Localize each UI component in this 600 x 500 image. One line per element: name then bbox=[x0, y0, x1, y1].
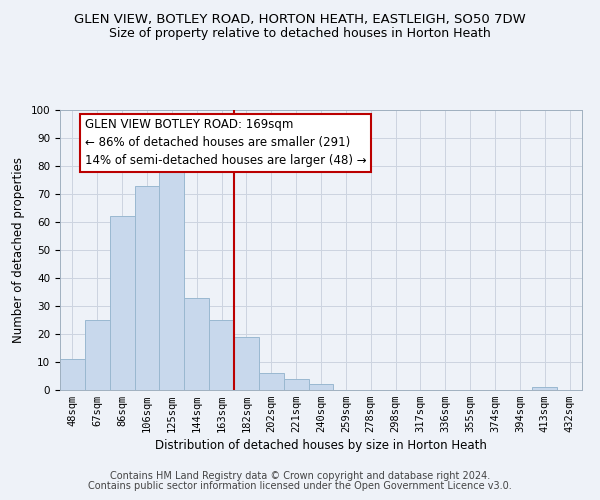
Bar bbox=[110, 216, 134, 390]
Bar bbox=[209, 320, 234, 390]
Bar bbox=[284, 379, 308, 390]
Bar bbox=[259, 373, 284, 390]
Text: Contains HM Land Registry data © Crown copyright and database right 2024.: Contains HM Land Registry data © Crown c… bbox=[110, 471, 490, 481]
Bar bbox=[134, 186, 160, 390]
Bar bbox=[160, 163, 184, 390]
Bar bbox=[60, 359, 85, 390]
Bar bbox=[532, 387, 557, 390]
Bar bbox=[308, 384, 334, 390]
X-axis label: Distribution of detached houses by size in Horton Heath: Distribution of detached houses by size … bbox=[155, 440, 487, 452]
Text: Size of property relative to detached houses in Horton Heath: Size of property relative to detached ho… bbox=[109, 28, 491, 40]
Bar bbox=[184, 298, 209, 390]
Bar bbox=[85, 320, 110, 390]
Y-axis label: Number of detached properties: Number of detached properties bbox=[12, 157, 25, 343]
Text: GLEN VIEW BOTLEY ROAD: 169sqm
← 86% of detached houses are smaller (291)
14% of : GLEN VIEW BOTLEY ROAD: 169sqm ← 86% of d… bbox=[85, 118, 367, 168]
Bar bbox=[234, 337, 259, 390]
Text: GLEN VIEW, BOTLEY ROAD, HORTON HEATH, EASTLEIGH, SO50 7DW: GLEN VIEW, BOTLEY ROAD, HORTON HEATH, EA… bbox=[74, 12, 526, 26]
Text: Contains public sector information licensed under the Open Government Licence v3: Contains public sector information licen… bbox=[88, 481, 512, 491]
